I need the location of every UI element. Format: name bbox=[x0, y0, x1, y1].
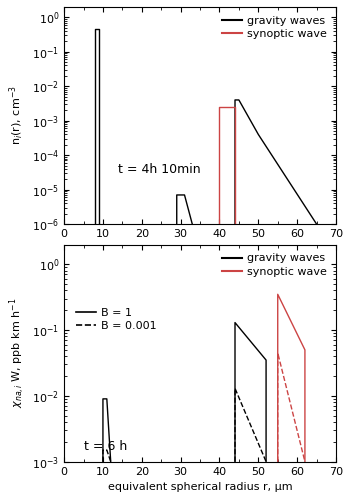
Y-axis label: $\chi_{na,i}$ W, ppb km h$^{-1}$: $\chi_{na,i}$ W, ppb km h$^{-1}$ bbox=[7, 298, 27, 408]
Text: t = 4h 10min: t = 4h 10min bbox=[119, 163, 201, 176]
Text: t = 6 h: t = 6 h bbox=[84, 440, 127, 453]
Y-axis label: n$_{i}$(r), cm$^{-3}$: n$_{i}$(r), cm$^{-3}$ bbox=[8, 86, 26, 145]
Legend: gravity waves, synoptic wave: gravity waves, synoptic wave bbox=[218, 12, 330, 42]
X-axis label: equivalent spherical radius r, μm: equivalent spherical radius r, μm bbox=[108, 482, 292, 492]
Legend: B = 1, B = 0.001: B = 1, B = 0.001 bbox=[72, 304, 160, 334]
